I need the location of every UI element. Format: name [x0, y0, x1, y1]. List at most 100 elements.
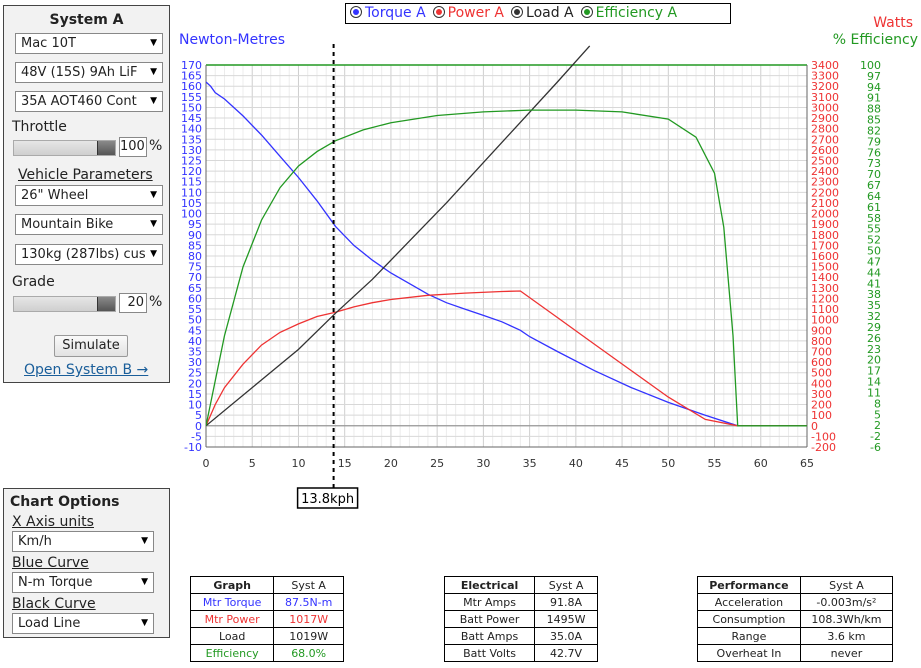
table-cell-label: Efficiency — [189, 644, 275, 662]
efficiency-tick-label: 100 — [860, 59, 881, 72]
table-cell-value: 1017W — [273, 610, 344, 628]
throttle-input[interactable]: 100 — [119, 137, 147, 157]
legend-item-load[interactable]: Load A — [511, 4, 574, 23]
radio-icon[interactable] — [350, 6, 362, 18]
efficiency-tick-label: 70 — [867, 168, 881, 181]
watts-tick-label: 3200 — [811, 80, 839, 93]
efficiency-tick-label: 82 — [867, 124, 881, 137]
efficiency-tick-label: 29 — [867, 321, 881, 334]
dropdown-arrow-icon: ▼ — [141, 618, 148, 628]
grade-slider[interactable] — [13, 296, 116, 312]
motor-select-value: Mac 10T — [21, 36, 76, 51]
left-tick-label: 100 — [181, 208, 202, 221]
table-cell-label: Mtr Torque — [189, 593, 275, 611]
table-cell-value: 3.6 km — [799, 627, 894, 645]
watts-tick-label: 2500 — [811, 155, 839, 168]
x-axis-units-select[interactable]: Km/h ▼ — [12, 531, 154, 552]
watts-tick-label: 3400 — [811, 59, 839, 72]
grade-slider-thumb[interactable] — [97, 297, 115, 311]
x-tick-label: 30 — [476, 457, 490, 470]
radio-icon[interactable] — [432, 6, 445, 18]
x-tick-label: 55 — [708, 457, 722, 470]
watts-tick-label: 3100 — [811, 91, 839, 104]
watts-tick-label: 900 — [811, 324, 832, 337]
grade-label: Grade — [12, 274, 55, 290]
open-system-b-link[interactable]: Open System B → — [24, 362, 149, 378]
efficiency-tick-label: 14 — [867, 376, 881, 389]
watts-tick-label: 3300 — [811, 70, 839, 83]
controller-select[interactable]: 35A AOT460 Cont ▼ — [15, 91, 163, 112]
left-tick-label: 80 — [188, 250, 202, 263]
table-cell-label: Batt Volts — [443, 644, 536, 662]
efficiency-tick-label: 35 — [867, 299, 881, 312]
watts-tick-label: 200 — [811, 399, 832, 412]
electrical-table-header: Syst A — [534, 576, 598, 594]
table-cell-label: Consumption — [697, 610, 801, 628]
simulate-button[interactable]: Simulate — [54, 335, 128, 357]
efficiency-tick-label: 91 — [867, 92, 881, 105]
watts-tick-label: 3000 — [811, 101, 839, 114]
grade-unit: % — [149, 294, 163, 310]
table-row: Mtr Amps 91.8A — [443, 593, 598, 611]
efficiency-tick-label: 88 — [867, 103, 881, 116]
efficiency-tick-label: 11 — [867, 386, 881, 399]
legend-item-torque[interactable]: Torque A — [350, 4, 426, 23]
efficiency-axis-title: % Efficiency — [833, 32, 918, 48]
performance-table: Performance Syst A Acceleration -0.003m/… — [697, 576, 894, 662]
legend-item-power[interactable]: Power A — [432, 4, 504, 23]
watts-tick-label: 1100 — [811, 303, 839, 316]
blue-curve-select[interactable]: N-m Torque ▼ — [12, 572, 154, 593]
legend-label: Load A — [526, 5, 574, 21]
watts-tick-label: 2200 — [811, 186, 839, 199]
watts-tick-label: 1500 — [811, 261, 839, 274]
motor-select[interactable]: Mac 10T ▼ — [15, 33, 163, 54]
efficiency-tick-label: 67 — [867, 179, 881, 192]
blue-curve-label: Blue Curve — [12, 555, 89, 571]
throttle-slider-thumb[interactable] — [97, 141, 115, 155]
left-tick-label: 130 — [181, 144, 202, 157]
x-tick-label: 35 — [523, 457, 537, 470]
left-tick-label: 30 — [188, 356, 202, 369]
table-row: Acceleration -0.003m/s² — [697, 593, 894, 611]
left-tick-label: 150 — [181, 101, 202, 114]
series-torque-a — [206, 81, 807, 427]
left-tick-label: 160 — [181, 80, 202, 93]
x-tick-label: 60 — [754, 457, 768, 470]
efficiency-tick-label: 52 — [867, 234, 881, 247]
system-a-panel: System A Mac 10T ▼ 48V (15S) 9Ah LiF ▼ 3… — [3, 5, 170, 383]
left-tick-label: 145 — [181, 112, 202, 125]
battery-select[interactable]: 48V (15S) 9Ah LiF ▼ — [15, 62, 163, 83]
efficiency-tick-label: 61 — [867, 201, 881, 214]
efficiency-tick-label: 20 — [867, 354, 881, 367]
efficiency-tick-label: 23 — [867, 343, 881, 356]
efficiency-tick-label: 76 — [867, 146, 881, 159]
efficiency-tick-label: 5 — [874, 408, 881, 421]
watts-tick-label: 1800 — [811, 229, 839, 242]
watts-axis-title: Watts — [873, 15, 913, 31]
table-row: Overheat In never — [697, 644, 894, 662]
wheel-select-value: 26" Wheel — [21, 188, 89, 203]
watts-tick-label: -100 — [811, 430, 836, 443]
throttle-slider[interactable] — [13, 140, 116, 156]
efficiency-tick-label: 17 — [867, 365, 881, 378]
efficiency-tick-label: -6 — [870, 441, 881, 454]
radio-icon[interactable] — [580, 6, 593, 18]
weight-select[interactable]: 130kg (287lbs) cus ▼ — [15, 244, 163, 265]
legend-item-efficiency[interactable]: Efficiency A — [580, 4, 677, 23]
watts-tick-label: 2800 — [811, 123, 839, 136]
radio-icon[interactable] — [511, 6, 524, 18]
dropdown-arrow-icon: ▼ — [150, 38, 157, 48]
graph-table-header: Syst A — [273, 576, 344, 594]
efficiency-tick-label: 94 — [867, 81, 881, 94]
table-cell-value: 35.0A — [534, 627, 598, 645]
table-cell-label: Mtr Amps — [443, 593, 536, 611]
left-tick-label: 170 — [181, 59, 202, 72]
wheel-select[interactable]: 26" Wheel ▼ — [15, 185, 163, 206]
left-tick-label: 125 — [181, 155, 202, 168]
black-curve-select[interactable]: Load Line ▼ — [12, 613, 154, 634]
table-row: Batt Volts 42.7V — [443, 644, 598, 662]
bike-type-select[interactable]: Mountain Bike ▼ — [15, 214, 163, 235]
grade-input[interactable]: 20 — [119, 293, 147, 313]
efficiency-tick-label: 97 — [867, 70, 881, 83]
left-tick-label: 40 — [188, 335, 202, 348]
